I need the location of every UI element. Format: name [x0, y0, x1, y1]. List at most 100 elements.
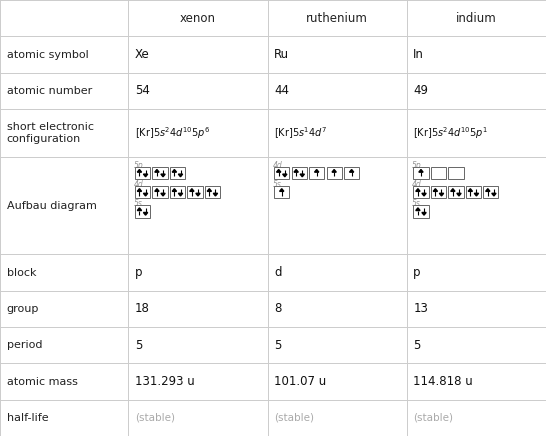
Polygon shape [457, 193, 461, 196]
Polygon shape [349, 170, 354, 172]
Polygon shape [416, 208, 420, 211]
Bar [152, 167, 168, 179]
Text: 4d: 4d [273, 161, 283, 170]
Text: $[\mathrm{Kr}]5s^24d^{10}5p^1$: $[\mathrm{Kr}]5s^24d^{10}5p^1$ [413, 125, 488, 141]
Bar [309, 167, 324, 179]
Polygon shape [474, 193, 479, 196]
Polygon shape [440, 193, 444, 196]
Text: 54: 54 [135, 84, 150, 97]
Text: 8: 8 [274, 302, 282, 315]
Polygon shape [137, 170, 141, 172]
Text: Aufbau diagram: Aufbau diagram [7, 201, 97, 211]
Text: 4d: 4d [412, 180, 422, 189]
Bar [466, 186, 481, 198]
Text: 5s: 5s [412, 199, 421, 208]
Text: Ru: Ru [274, 48, 289, 61]
Text: (stable): (stable) [274, 413, 314, 423]
Bar [187, 186, 203, 198]
Polygon shape [422, 193, 426, 196]
Bar [431, 186, 446, 198]
Polygon shape [276, 170, 281, 172]
Text: group: group [7, 304, 39, 314]
Polygon shape [137, 208, 141, 211]
Polygon shape [196, 193, 200, 196]
Text: atomic mass: atomic mass [7, 377, 78, 386]
Text: 49: 49 [413, 84, 428, 97]
Polygon shape [332, 170, 336, 172]
Text: 13: 13 [413, 302, 428, 315]
Text: $[\mathrm{Kr}]5s^24d^{10}5p^6$: $[\mathrm{Kr}]5s^24d^{10}5p^6$ [135, 125, 210, 141]
Text: 4d: 4d [134, 180, 144, 189]
Bar [344, 167, 359, 179]
Text: Xe: Xe [135, 48, 150, 61]
Text: p: p [135, 266, 143, 279]
Polygon shape [419, 170, 423, 172]
Polygon shape [155, 189, 159, 191]
Polygon shape [172, 189, 176, 191]
Text: 114.818 u: 114.818 u [413, 375, 473, 388]
Bar [448, 167, 464, 179]
Polygon shape [179, 193, 183, 196]
Bar [170, 167, 185, 179]
Text: 5p: 5p [134, 161, 144, 170]
Bar [413, 167, 429, 179]
Polygon shape [294, 170, 298, 172]
Bar [483, 186, 498, 198]
Bar [135, 205, 150, 218]
Text: 5: 5 [274, 339, 282, 352]
Bar [152, 186, 168, 198]
Polygon shape [137, 189, 141, 191]
Text: In: In [413, 48, 424, 61]
Polygon shape [433, 189, 437, 191]
Polygon shape [172, 170, 176, 172]
Polygon shape [416, 189, 420, 191]
Bar [327, 167, 342, 179]
Text: indium: indium [456, 12, 497, 25]
Polygon shape [422, 212, 426, 215]
Text: half-life: half-life [7, 413, 48, 423]
Text: 44: 44 [274, 84, 289, 97]
Polygon shape [485, 189, 490, 191]
Text: 101.07 u: 101.07 u [274, 375, 327, 388]
Text: ruthenium: ruthenium [306, 12, 368, 25]
Polygon shape [300, 174, 305, 177]
Polygon shape [283, 174, 287, 177]
Polygon shape [161, 174, 165, 177]
Text: short electronic
configuration: short electronic configuration [7, 123, 93, 144]
Text: 5p: 5p [412, 161, 422, 170]
Bar [292, 167, 307, 179]
Text: (stable): (stable) [413, 413, 453, 423]
Polygon shape [492, 193, 496, 196]
Polygon shape [213, 193, 218, 196]
Bar [431, 167, 446, 179]
Polygon shape [155, 170, 159, 172]
Bar [413, 186, 429, 198]
Polygon shape [189, 189, 194, 191]
Polygon shape [280, 189, 284, 191]
Text: d: d [274, 266, 282, 279]
Text: p: p [413, 266, 421, 279]
Bar [205, 186, 220, 198]
Text: xenon: xenon [180, 12, 216, 25]
Text: atomic number: atomic number [7, 86, 92, 96]
Text: atomic symbol: atomic symbol [7, 50, 88, 59]
Text: period: period [7, 340, 42, 350]
Text: 5: 5 [413, 339, 421, 352]
Text: $[\mathrm{Kr}]5s^14d^7$: $[\mathrm{Kr}]5s^14d^7$ [274, 126, 328, 141]
Bar [413, 205, 429, 218]
Text: 18: 18 [135, 302, 150, 315]
Polygon shape [144, 174, 148, 177]
Polygon shape [144, 212, 148, 215]
Bar [274, 167, 289, 179]
Text: 5s: 5s [134, 199, 143, 208]
Polygon shape [468, 189, 472, 191]
Polygon shape [144, 193, 148, 196]
Polygon shape [314, 170, 319, 172]
Text: 131.293 u: 131.293 u [135, 375, 194, 388]
Polygon shape [207, 189, 211, 191]
Bar [274, 186, 289, 198]
Polygon shape [161, 193, 165, 196]
Bar [135, 167, 150, 179]
Text: 5: 5 [135, 339, 143, 352]
Bar [448, 186, 464, 198]
